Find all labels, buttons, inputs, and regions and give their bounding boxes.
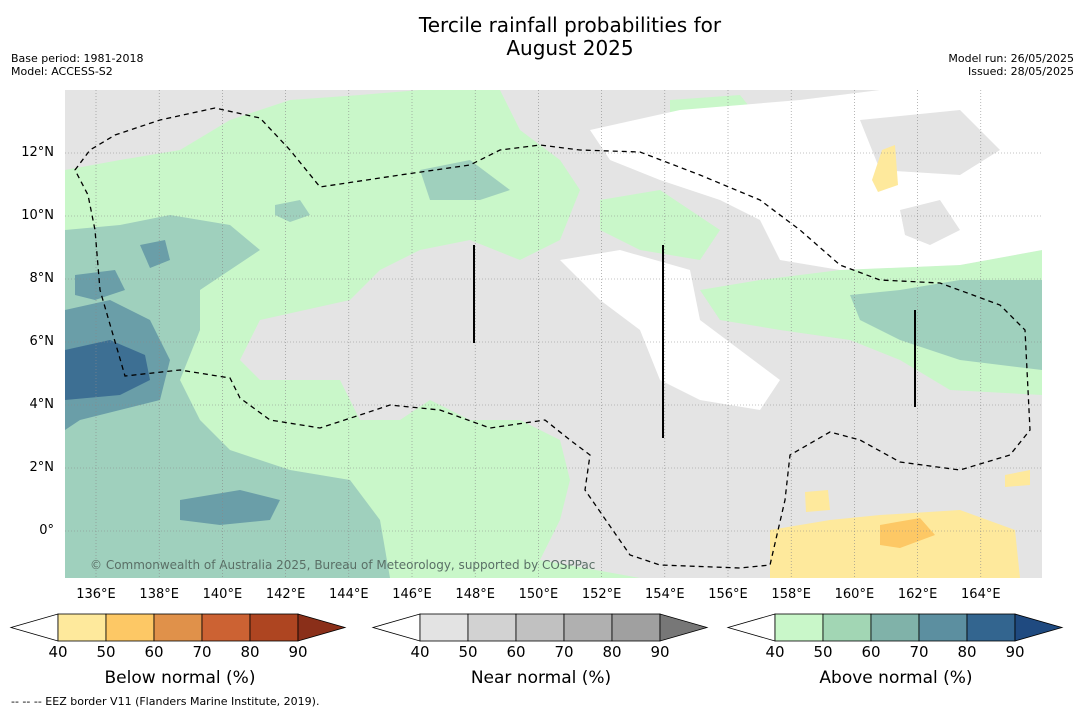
lon-label: 158°E (771, 587, 811, 602)
below-normal-50-b (1005, 470, 1030, 487)
lon-label: 152°E (581, 587, 622, 602)
lat-label: 12°N (21, 145, 54, 160)
lon-label: 138°E (139, 587, 179, 602)
colorbar-extend-high (297, 613, 347, 642)
colorbar-tick-label: 50 (813, 643, 833, 661)
lon-label: 144°E (329, 587, 369, 602)
near-normal-label: Near normal (%) (470, 668, 612, 688)
lon-label: 150°E (518, 587, 559, 602)
colorbar-tick-label: 60 (861, 643, 881, 661)
white-gap-center (560, 250, 780, 410)
lat-label: 0° (39, 523, 54, 538)
colorbar-segment (822, 613, 872, 642)
colorbar-segment (918, 613, 968, 642)
colorbar-tick-label: 90 (288, 643, 308, 661)
above-normal-60-east (850, 280, 1042, 370)
colorbar-segment (419, 613, 469, 642)
lat-label: 2°N (29, 460, 55, 475)
above-normal-50-north (600, 190, 720, 260)
colorbar-tick-label: 40 (765, 643, 785, 661)
colorbar-extend-low (371, 613, 421, 642)
colorbar-extend-low (726, 613, 776, 642)
lat-label: 6°N (29, 334, 55, 349)
colorbar-segment (870, 613, 920, 642)
colorbar-segment (611, 613, 661, 642)
colorbar-tick-label: 50 (458, 643, 478, 661)
map-title: Tercile rainfall probabilities for Augus… (0, 14, 1085, 60)
colorbar-segment (57, 613, 107, 642)
above-normal-60-small (275, 200, 310, 222)
lon-label: 154°E (645, 587, 685, 602)
colorbar-tick-label: 80 (602, 643, 622, 661)
below-normal-50-c (805, 490, 830, 512)
issued-date: Issued: 28/05/2025 (967, 65, 1074, 78)
colorbar-extend-high (1014, 613, 1064, 642)
lon-label: 142°E (265, 587, 306, 602)
colorbar-segment (774, 613, 824, 642)
colorbar-segment (966, 613, 1016, 642)
above-normal-60-north (420, 160, 510, 200)
above-normal-70-nw (75, 270, 125, 300)
base-period: Base period: 1981-2018 (11, 52, 144, 65)
colorbar-segment (467, 613, 517, 642)
colorbar-tick-label: 60 (144, 643, 164, 661)
lon-label: 164°E (961, 587, 1001, 602)
above-normal-colorbar (726, 613, 1064, 642)
below-normal-label: Below normal (%) (104, 668, 256, 688)
lon-label: 162°E (897, 587, 938, 602)
colorbar-tick-label: 80 (957, 643, 977, 661)
above-normal-60-west (65, 215, 390, 578)
above-normal-70-south (180, 490, 280, 525)
eez-footnote: -- -- -- EEZ border V11 (Flanders Marine… (11, 695, 320, 708)
colorbar-tick-label: 40 (48, 643, 68, 661)
model-run: Model run: 26/05/2025 (948, 52, 1074, 65)
below-normal-colorbar (9, 613, 347, 642)
colorbar-segment (153, 613, 203, 642)
lon-label: 140°E (202, 587, 243, 602)
colorbar-tick-label: 70 (192, 643, 212, 661)
lon-label: 136°E (76, 587, 116, 602)
below-normal-60-patch (880, 518, 935, 548)
near-normal-colorbar (371, 613, 709, 642)
below-normal-50-a (872, 145, 898, 192)
colorbar-tick-label: 90 (1005, 643, 1025, 661)
lat-label: 8°N (29, 271, 55, 286)
colorbar-segment (105, 613, 155, 642)
above-normal-70-small (140, 240, 170, 268)
map-contours (65, 90, 1042, 578)
colorbar-tick-label: 50 (96, 643, 116, 661)
eez-border (74, 107, 1031, 569)
colorbar-segment (563, 613, 613, 642)
rainfall-map (65, 90, 1042, 578)
colorbar-tick-label: 70 (909, 643, 929, 661)
colorbar-tick-label: 90 (650, 643, 670, 661)
colorbar-segment (515, 613, 565, 642)
colorbar-segment (201, 613, 251, 642)
colorbar-tick-label: 70 (554, 643, 574, 661)
colorbar-tick-label: 80 (240, 643, 260, 661)
gridlines (65, 90, 1042, 578)
lon-label: 146°E (392, 587, 432, 602)
lon-label: 156°E (708, 587, 748, 602)
above-normal-80-west (65, 340, 150, 400)
colorbar-extend-low (9, 613, 59, 642)
lon-label: 160°E (834, 587, 875, 602)
meta-left: Base period: 1981-2018 Model: ACCESS-S2 (11, 52, 143, 78)
title-line-2: August 2025 (506, 36, 634, 60)
lat-label: 4°N (29, 397, 55, 412)
model-name: Model: ACCESS-S2 (11, 65, 113, 78)
near-normal-patch-ne (900, 200, 960, 245)
copyright-notice: © Commonwealth of Australia 2025, Bureau… (90, 558, 596, 572)
title-line-1: Tercile rainfall probabilities for (418, 13, 722, 37)
above-normal-label: Above normal (%) (819, 668, 973, 688)
colorbar-extend-high (659, 613, 709, 642)
colorbar-tick-label: 40 (410, 643, 430, 661)
colorbar-tick-label: 60 (506, 643, 526, 661)
lon-label: 148°E (455, 587, 495, 602)
colorbar-segment (249, 613, 299, 642)
meta-right: Model run: 26/05/2025 Issued: 28/05/2025 (948, 52, 1074, 78)
lat-label: 10°N (21, 208, 54, 223)
